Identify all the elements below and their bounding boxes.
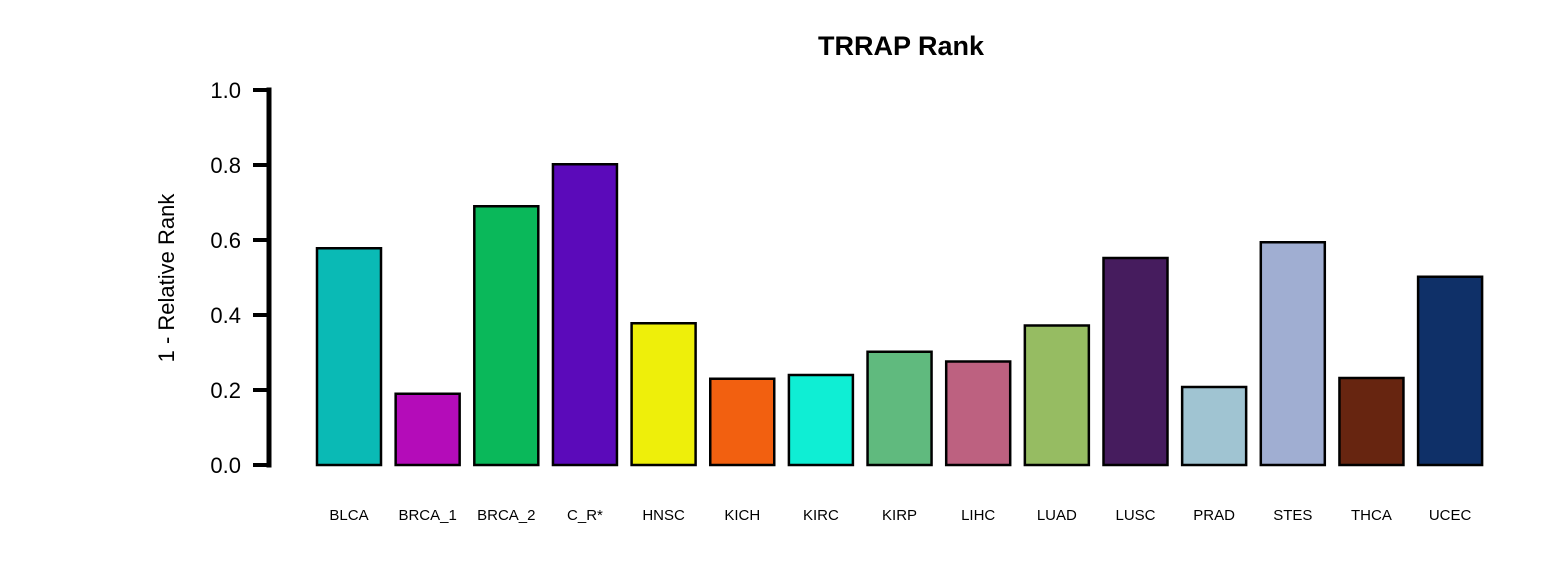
y-tick-label: 0.8: [210, 153, 241, 178]
bar-luad: [1023, 324, 1091, 467]
bar-blca: [315, 247, 383, 467]
x-tick-label: UCEC: [1429, 507, 1472, 524]
x-tick-label: STES: [1273, 507, 1312, 524]
chart-title: TRRAP Rank: [818, 31, 985, 61]
x-tick-label: BRCA_2: [477, 507, 535, 524]
x-tick-label: KIRP: [882, 507, 917, 524]
bar-hnsc: [630, 322, 697, 467]
bar-ucec: [1416, 275, 1484, 467]
bar-c-r: [551, 163, 619, 467]
bar-kirc: [787, 373, 855, 467]
bar-lihc: [944, 360, 1012, 467]
x-tick-label: BRCA_1: [398, 507, 456, 524]
bar-brca-2: [473, 205, 540, 467]
x-tick-label: KICH: [724, 507, 760, 524]
bar-kirp: [866, 350, 933, 467]
y-tick-label: 0.0: [210, 453, 241, 478]
x-tick-label: BLCA: [329, 507, 368, 524]
x-tick-label: PRAD: [1193, 507, 1235, 524]
x-tick-label: C_R*: [567, 507, 603, 524]
y-tick-label: 0.4: [210, 303, 241, 328]
bar-thca: [1338, 376, 1405, 467]
x-tick-label: LIHC: [961, 507, 995, 524]
y-tick-label: 0.6: [210, 228, 241, 253]
x-tick-label: KIRC: [803, 507, 839, 524]
bar-brca-1: [394, 392, 461, 467]
x-tick-label: LUSC: [1115, 507, 1155, 524]
x-tick-label: HNSC: [642, 507, 685, 524]
x-tick-label: LUAD: [1037, 507, 1077, 524]
bar-lusc: [1102, 256, 1169, 467]
bar-kich: [709, 377, 776, 467]
y-tick-label: 1.0: [210, 78, 241, 103]
y-axis-label: 1 - Relative Rank: [154, 193, 179, 363]
bar-stes: [1259, 241, 1327, 467]
x-tick-labels: BLCA BRCA_1 BRCA_2 C_R* HNSC KICH KIRC KIRP LIHC…: [329, 507, 1471, 524]
y-axis: 0.0 0.2 0.4 0.6 0.8 1.0: [210, 78, 272, 478]
x-tick-label: THCA: [1351, 507, 1392, 524]
y-tick-label: 0.2: [210, 378, 241, 403]
bar-prad: [1180, 385, 1248, 467]
bars-group: [315, 163, 1484, 467]
